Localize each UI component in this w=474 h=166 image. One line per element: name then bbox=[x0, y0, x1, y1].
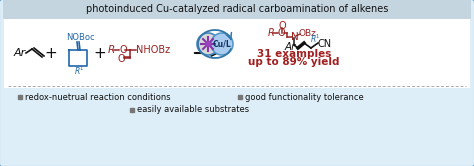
Text: N: N bbox=[291, 32, 299, 42]
Text: OBz: OBz bbox=[299, 29, 317, 38]
Circle shape bbox=[205, 41, 211, 47]
Text: Ar: Ar bbox=[285, 42, 296, 52]
Text: O: O bbox=[117, 54, 125, 64]
Text: Ar: Ar bbox=[14, 48, 26, 58]
Circle shape bbox=[211, 33, 233, 55]
Text: R: R bbox=[108, 45, 115, 55]
FancyBboxPatch shape bbox=[4, 4, 470, 88]
Text: $R^1$: $R^1$ bbox=[73, 65, 84, 77]
Text: up to 89% yield: up to 89% yield bbox=[248, 57, 340, 67]
Circle shape bbox=[197, 33, 219, 55]
FancyBboxPatch shape bbox=[3, 0, 471, 19]
Bar bbox=[130, 108, 134, 112]
Text: 31 examples: 31 examples bbox=[257, 49, 331, 59]
Text: CN: CN bbox=[318, 39, 332, 49]
Text: R: R bbox=[268, 28, 275, 38]
Text: NHOBz: NHOBz bbox=[136, 45, 170, 55]
Text: +: + bbox=[94, 45, 106, 60]
Text: Cu/L: Cu/L bbox=[213, 40, 231, 48]
Text: O: O bbox=[278, 21, 286, 31]
Bar bbox=[238, 95, 242, 99]
Bar bbox=[18, 95, 22, 99]
Text: easily available substrates: easily available substrates bbox=[137, 106, 249, 115]
Text: +: + bbox=[45, 45, 57, 60]
Text: photoinduced Cu-catalyzed radical carboamination of alkenes: photoinduced Cu-catalyzed radical carboa… bbox=[86, 4, 388, 14]
Text: $R^1$: $R^1$ bbox=[310, 33, 321, 45]
Text: O: O bbox=[119, 45, 127, 55]
Text: NOBoc: NOBoc bbox=[66, 33, 94, 42]
Text: O: O bbox=[278, 28, 286, 38]
Text: good functionality tolerance: good functionality tolerance bbox=[245, 92, 364, 101]
Text: redox-nuetrual reaction conditions: redox-nuetrual reaction conditions bbox=[25, 92, 171, 101]
